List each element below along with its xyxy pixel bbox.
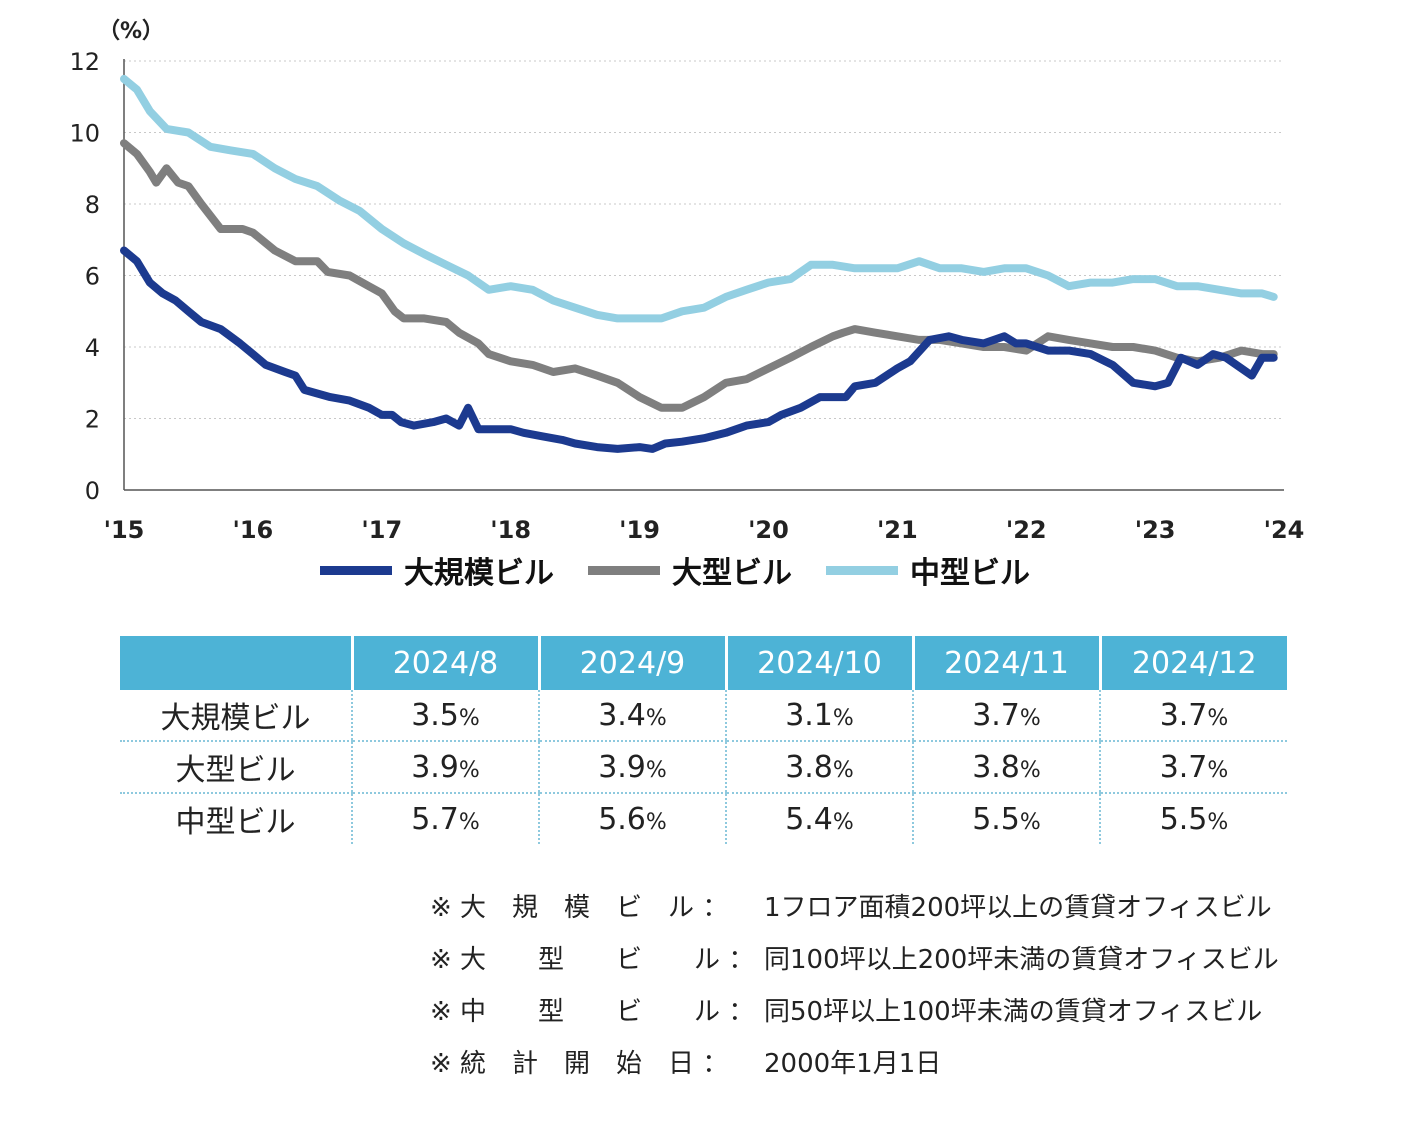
legend-swatch-medium — [826, 565, 898, 575]
footnote-label: ※ 大 型 ビ ル ： — [430, 945, 755, 975]
table-header-cell: 2024/9 — [537, 636, 726, 690]
row-label: 大型ビル — [120, 741, 352, 794]
series-line-0 — [120, 246, 1278, 453]
table-cell: 5.7% — [351, 793, 539, 844]
legend-item-large: 大型ビル — [588, 548, 792, 592]
table-row: 大規模ビル 3.5% 3.4% 3.1% 3.7% 3.7% — [120, 690, 1287, 742]
y-tick-label: 2 — [85, 406, 100, 434]
x-tick-label: '17 — [361, 516, 402, 544]
x-tick-label: '21 — [877, 516, 918, 544]
footnote-item: ※ 大 型 ビ ル ： 同100坪以上200坪未満の賃貸オフィスビル — [430, 940, 1279, 992]
y-tick-label: 0 — [85, 477, 100, 505]
chart-legend: 大規模ビル 大型ビル 中型ビル — [320, 548, 1064, 592]
x-tick-label: '23 — [1135, 516, 1176, 544]
footnote-text: 2000年1月1日 — [764, 1049, 942, 1079]
x-tick-label: '20 — [748, 516, 789, 544]
footnote-label: ※ 統 計 開 始 日 ： — [430, 1049, 729, 1079]
x-tick-label: '15 — [104, 516, 145, 544]
legend-label-large: 大型ビル — [672, 556, 792, 591]
x-tick-label: '22 — [1006, 516, 1047, 544]
y-axis-unit-label: （%） — [98, 19, 164, 44]
table-cell: 5.4% — [725, 793, 913, 844]
x-tick-label: '16 — [233, 516, 274, 544]
table-header-cell: 2024/12 — [1098, 636, 1287, 690]
footnote-item: ※ 統 計 開 始 日 ： 2000年1月1日 — [430, 1044, 1279, 1096]
legend-swatch-large-scale — [320, 565, 392, 575]
legend-label-large-scale: 大規模ビル — [404, 556, 554, 591]
footnote-text: 1フロア面積200坪以上の賃貸オフィスビル — [764, 893, 1272, 923]
vacancy-table: 2024/8 2024/9 2024/10 2024/11 2024/12 大規… — [120, 636, 1287, 844]
table-row: 大型ビル 3.9% 3.9% 3.8% 3.8% 3.7% — [120, 741, 1287, 794]
footnote-text: 同100坪以上200坪未満の賃貸オフィスビル — [764, 945, 1279, 975]
table-cell: 3.4% — [538, 690, 726, 742]
table-cell: 5.5% — [1099, 793, 1287, 844]
footnote-text: 同50坪以上100坪未満の賃貸オフィスビル — [764, 997, 1263, 1027]
table-cell: 3.7% — [1099, 690, 1287, 742]
x-tick-label: '18 — [490, 516, 531, 544]
table-cell: 3.7% — [1099, 741, 1287, 794]
row-label: 中型ビル — [175, 805, 296, 840]
series-line-2 — [120, 74, 1278, 323]
table-cell: 3.8% — [912, 741, 1100, 794]
footnotes: ※ 大 規 模 ビ ル ： 1フロア面積200坪以上の賃貸オフィスビル ※ 大 … — [430, 888, 1279, 1096]
table-cell: 3.5% — [351, 690, 539, 742]
y-tick-label: 6 — [85, 263, 100, 291]
series-line-1 — [120, 139, 1278, 412]
table-header-row: 2024/8 2024/9 2024/10 2024/11 2024/12 — [120, 636, 1287, 690]
table-cell: 5.6% — [538, 793, 726, 844]
table-cell: 5.5% — [912, 793, 1100, 844]
legend-swatch-large — [588, 565, 660, 575]
table-cell: 3.8% — [725, 741, 913, 794]
table-row: 中型ビル 5.7% 5.6% 5.4% 5.5% 5.5% — [120, 793, 1287, 844]
table-header-cell: 2024/11 — [911, 636, 1100, 690]
x-tick-label: '24 — [1264, 516, 1305, 544]
line-chart: （%） 0 2 4 6 8 10 12 '15 '16 '17 '18 '19 '20 '21 '22 '23… — [69, 19, 1305, 544]
footnote-label: ※ 中 型 ビ ル ： — [430, 997, 755, 1027]
x-tick-label: '19 — [619, 516, 660, 544]
table-cell: 3.9% — [351, 741, 539, 794]
table-cell: 3.1% — [725, 690, 913, 742]
legend-item-medium: 中型ビル — [826, 548, 1030, 592]
table-header-blank — [120, 636, 352, 690]
table-cell: 3.9% — [538, 741, 726, 794]
table-header-cell: 2024/8 — [350, 636, 539, 690]
y-tick-label: 8 — [85, 191, 100, 219]
legend-label-medium: 中型ビル — [910, 556, 1030, 591]
y-tick-label: 12 — [69, 48, 100, 76]
row-label: 大規模ビル — [120, 690, 352, 742]
y-tick-label: 10 — [69, 120, 100, 148]
legend-item-large-scale: 大規模ビル — [320, 548, 554, 592]
footnote-item: ※ 中 型 ビ ル ： 同50坪以上100坪未満の賃貸オフィスビル — [430, 992, 1279, 1044]
y-tick-label: 4 — [85, 334, 100, 362]
table-header-cell: 2024/10 — [724, 636, 913, 690]
footnote-label: ※ 大 規 模 ビ ル ： — [430, 893, 729, 923]
footnote-item: ※ 大 規 模 ビ ル ： 1フロア面積200坪以上の賃貸オフィスビル — [430, 888, 1279, 940]
table-cell: 3.7% — [912, 690, 1100, 742]
